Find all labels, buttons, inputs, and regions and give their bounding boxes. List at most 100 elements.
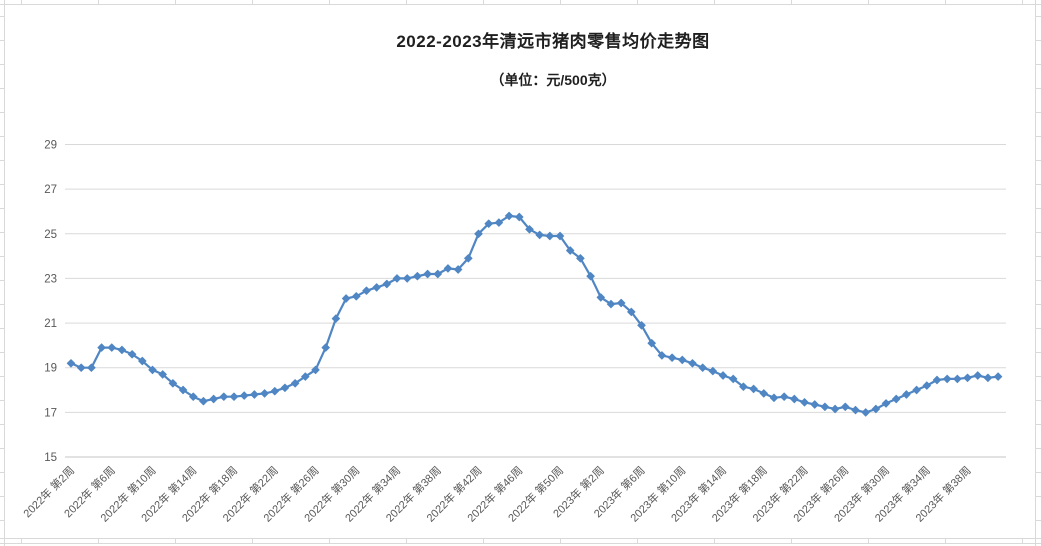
y-axis-tick-label: 23 [44, 273, 57, 285]
data-point-marker[interactable] [637, 321, 646, 330]
data-point-marker[interactable] [810, 400, 819, 409]
data-point-marker[interactable] [189, 392, 198, 401]
data-point-marker[interactable] [566, 246, 575, 255]
data-point-marker[interactable] [87, 363, 96, 372]
data-point-marker[interactable] [504, 211, 514, 221]
data-point-marker[interactable] [963, 373, 972, 382]
data-point-marker[interactable] [943, 374, 952, 384]
data-point-marker[interactable] [922, 381, 931, 390]
data-point-marker[interactable] [657, 351, 667, 360]
data-point-marker[interactable] [871, 404, 881, 414]
data-point-marker[interactable] [117, 345, 127, 355]
data-point-marker[interactable] [688, 359, 697, 368]
data-point-marker[interactable] [596, 293, 605, 302]
y-axis-tick-label: 29 [44, 140, 57, 152]
data-point-marker[interactable] [158, 370, 167, 379]
data-point-marker[interactable] [617, 298, 626, 308]
data-point-marker[interactable] [474, 229, 483, 238]
data-point-marker[interactable] [107, 343, 116, 352]
data-point-marker[interactable] [148, 365, 157, 375]
data-point-marker[interactable] [820, 402, 830, 411]
data-point-marker[interactable] [352, 292, 361, 301]
data-point-marker[interactable] [932, 375, 942, 385]
data-point-marker[interactable] [321, 343, 330, 352]
data-point-marker[interactable] [769, 393, 779, 402]
data-point-marker[interactable] [729, 374, 738, 384]
data-point-marker[interactable] [902, 390, 911, 399]
data-point-marker[interactable] [983, 373, 993, 382]
data-point-marker[interactable] [993, 372, 1003, 381]
data-point-marker[interactable] [229, 392, 239, 401]
data-point-marker[interactable] [800, 398, 809, 407]
data-point-marker[interactable] [372, 283, 381, 292]
data-point-marker[interactable] [433, 269, 442, 279]
data-point-marker[interactable] [270, 387, 279, 396]
data-point-marker[interactable] [301, 372, 310, 381]
data-point-marker[interactable] [209, 394, 218, 404]
data-point-marker[interactable] [586, 272, 595, 281]
data-point-marker[interactable] [912, 385, 921, 395]
data-point-marker[interactable] [576, 254, 585, 263]
series-line[interactable] [69, 214, 1000, 414]
data-point-marker[interactable] [759, 389, 768, 398]
data-point-marker[interactable] [647, 339, 656, 348]
data-point-marker[interactable] [290, 379, 300, 388]
data-point-marker[interactable] [861, 408, 870, 417]
data-point-marker[interactable] [178, 385, 188, 395]
data-point-marker[interactable] [138, 356, 147, 366]
chart-title: 2022-2023年清远市猪肉零售均价走势图 [396, 32, 710, 51]
data-point-marker[interactable] [280, 383, 290, 392]
data-point-marker[interactable] [484, 219, 493, 228]
price-series[interactable] [66, 211, 1003, 417]
data-point-marker[interactable] [973, 371, 982, 380]
data-point-marker[interactable] [413, 272, 422, 281]
data-point-marker[interactable] [260, 389, 269, 398]
data-point-marker[interactable] [362, 286, 371, 295]
data-point-marker[interactable] [851, 405, 860, 415]
data-point-marker[interactable] [168, 379, 178, 388]
data-point-marker[interactable] [708, 366, 717, 376]
data-point-marker[interactable] [555, 231, 565, 241]
data-point-marker[interactable] [790, 394, 799, 404]
data-point-marker[interactable] [403, 274, 412, 283]
data-point-marker[interactable] [606, 299, 616, 309]
data-point-marker[interactable] [464, 254, 473, 263]
data-point-marker[interactable] [66, 359, 76, 368]
data-point-marker[interactable] [392, 274, 402, 283]
data-point-marker[interactable] [667, 353, 677, 362]
data-point-marker[interactable] [382, 279, 391, 289]
data-point-marker[interactable] [739, 382, 748, 391]
gridlines-group [65, 144, 1006, 458]
data-point-marker[interactable] [525, 225, 534, 234]
data-point-marker[interactable] [627, 307, 636, 317]
data-point-marker[interactable] [830, 404, 840, 414]
data-point-marker[interactable] [453, 265, 463, 274]
data-point-marker[interactable] [892, 394, 901, 404]
data-point-marker[interactable] [341, 294, 351, 303]
data-point-marker[interactable] [515, 212, 524, 222]
data-point-marker[interactable] [749, 384, 758, 394]
data-point-marker[interactable] [443, 264, 453, 273]
data-point-marker[interactable] [250, 390, 259, 399]
data-point-marker[interactable] [718, 371, 728, 380]
data-point-marker[interactable] [678, 355, 687, 365]
data-point-marker[interactable] [841, 402, 850, 411]
data-point-marker[interactable] [97, 343, 106, 352]
data-point-marker[interactable] [698, 363, 707, 372]
data-point-marker[interactable] [219, 392, 228, 401]
data-point-marker[interactable] [780, 392, 789, 401]
data-point-marker[interactable] [494, 218, 504, 227]
data-point-marker[interactable] [953, 374, 962, 384]
data-point-marker[interactable] [127, 350, 137, 359]
data-point-marker[interactable] [311, 365, 320, 375]
data-point-marker[interactable] [77, 363, 86, 372]
data-point-marker[interactable] [423, 269, 432, 279]
data-point-marker[interactable] [545, 231, 554, 241]
data-point-marker[interactable] [199, 397, 208, 406]
data-point-marker[interactable] [240, 391, 249, 400]
data-point-marker[interactable] [331, 314, 341, 323]
y-axis-tick-label: 25 [44, 229, 57, 241]
data-point-marker[interactable] [881, 399, 891, 408]
data-point-marker[interactable] [535, 230, 544, 240]
